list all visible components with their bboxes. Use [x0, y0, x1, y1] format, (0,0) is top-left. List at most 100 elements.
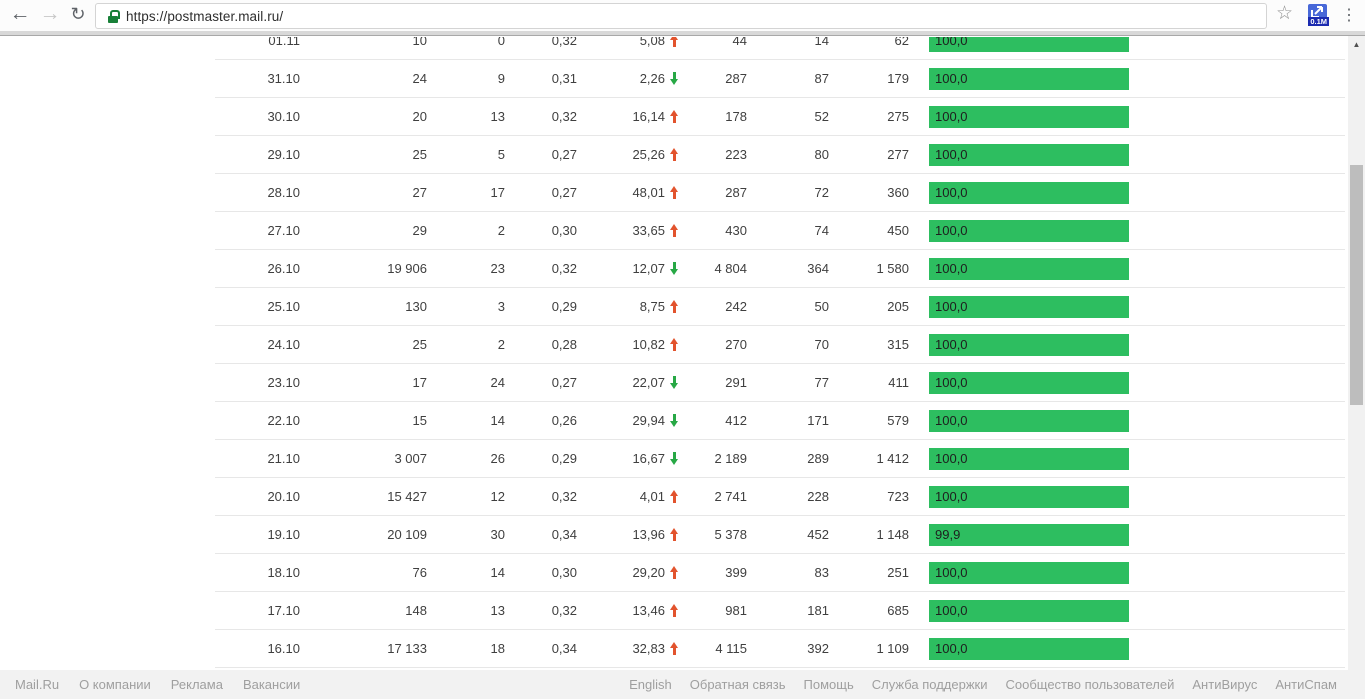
date-cell: 30.10 — [267, 109, 300, 124]
quality-bar: 100,0 — [929, 181, 1129, 204]
extension-icon[interactable] — [1308, 4, 1327, 20]
value-cell: 0,32 — [551, 261, 577, 276]
scroll-up-icon[interactable]: ▲ — [1352, 40, 1361, 49]
vertical-scrollbar[interactable]: ▲ ▼ — [1348, 36, 1365, 699]
date-cell: 28.10 — [267, 185, 300, 200]
trend-up-icon — [670, 224, 679, 237]
value-cell: 70 — [814, 337, 829, 352]
value-cell: 0,34 — [551, 641, 577, 656]
scrollbar-thumb[interactable] — [1350, 165, 1363, 405]
footer-link[interactable]: АнтиСпам — [1275, 677, 1337, 692]
value-cell: 0,31 — [551, 71, 577, 86]
value-cell: 392 — [807, 641, 829, 656]
extension-badge[interactable]: 0.1M — [1308, 17, 1329, 26]
quality-bar: 100,0 — [929, 295, 1129, 318]
trend-cell: 12,07 — [577, 261, 679, 276]
browser-menu-icon[interactable]: ⋮ — [1341, 7, 1357, 24]
value-cell: 228 — [807, 489, 829, 504]
footer-link[interactable]: АнтиВирус — [1192, 677, 1258, 692]
trend-value: 13,46 — [632, 603, 665, 618]
value-cell: 0,30 — [551, 223, 577, 238]
value-cell: 5 378 — [714, 527, 747, 542]
bar-cell: 100,0 — [909, 371, 1345, 394]
value-cell: 364 — [807, 261, 829, 276]
value-cell: 20 — [412, 109, 427, 124]
value-cell: 0,27 — [551, 375, 577, 390]
value-cell: 76 — [412, 565, 427, 580]
value-cell: 74 — [814, 223, 829, 238]
value-cell: 17 — [412, 375, 427, 390]
footer-link[interactable]: Помощь — [803, 677, 854, 692]
quality-bar: 99,9 — [929, 523, 1129, 546]
value-cell: 77 — [814, 375, 829, 390]
value-cell: 80 — [814, 147, 829, 162]
value-cell: 24 — [412, 71, 427, 86]
date-cell: 19.10 — [267, 527, 300, 542]
value-cell: 0,32 — [551, 603, 577, 618]
url-text[interactable]: https://postmaster.mail.ru/ — [126, 8, 284, 24]
trend-down-icon — [670, 72, 679, 85]
bar-cell: 100,0 — [909, 333, 1345, 356]
trend-cell: 29,20 — [577, 565, 679, 580]
footer-link[interactable]: Служба поддержки — [871, 677, 988, 692]
footer-right-links: English Обратная связь Помощь Служба поддер… — [629, 670, 1337, 699]
back-button[interactable]: ← — [9, 2, 31, 25]
value-cell: 27 — [412, 185, 427, 200]
value-cell: 0,29 — [551, 299, 577, 314]
footer-link[interactable]: Обратная связь — [689, 677, 786, 692]
footer-link[interactable]: Реклама — [170, 677, 223, 692]
footer-link[interactable]: Mail.Ru — [15, 677, 60, 692]
bookmark-star-icon[interactable]: ☆ — [1275, 3, 1293, 24]
trend-value: 16,67 — [632, 451, 665, 466]
address-bar[interactable]: https://postmaster.mail.ru/ — [95, 3, 1267, 29]
reload-button[interactable]: ↻ — [70, 4, 86, 24]
trend-cell: 48,01 — [577, 185, 679, 200]
table-row: 26.10 19 906 23 0,32 12,07 4 804 364 1 580 100,0 — [215, 250, 1345, 288]
bar-cell: 100,0 — [909, 561, 1345, 584]
trend-value: 29,20 — [632, 565, 665, 580]
date-cell: 31.10 — [267, 71, 300, 86]
value-cell: 2 189 — [714, 451, 747, 466]
forward-button[interactable]: → — [39, 2, 61, 25]
value-cell: 13 — [490, 109, 505, 124]
table-row: 27.10 29 2 0,30 33,65 430 74 450 100,0 — [215, 212, 1345, 250]
value-cell: 14 — [490, 565, 505, 580]
value-cell: 72 — [814, 185, 829, 200]
date-cell: 29.10 — [267, 147, 300, 162]
value-cell: 0,28 — [551, 337, 577, 352]
value-cell: 0,30 — [551, 565, 577, 580]
trend-up-icon — [670, 148, 679, 161]
date-cell: 24.10 — [267, 337, 300, 352]
quality-bar: 100,0 — [929, 143, 1129, 166]
trend-cell: 33,65 — [577, 223, 679, 238]
footer-link[interactable]: О компании — [79, 677, 151, 692]
value-cell: 450 — [887, 223, 909, 238]
trend-up-icon — [670, 604, 679, 617]
value-cell: 723 — [887, 489, 909, 504]
quality-bar: 100,0 — [929, 409, 1129, 432]
value-cell: 2 — [497, 337, 505, 352]
footer-link[interactable]: English — [629, 677, 672, 692]
trend-cell: 2,26 — [577, 71, 679, 86]
footer-link[interactable]: Сообщество пользователей — [1005, 677, 1175, 692]
trend-cell: 16,67 — [577, 451, 679, 466]
page-footer: Mail.Ru О компании Реклама Вакансии English… — [0, 670, 1365, 699]
trend-value: 29,94 — [632, 413, 665, 428]
value-cell: 981 — [725, 603, 747, 618]
footer-link[interactable]: Вакансии — [242, 677, 301, 692]
quality-bar: 100,0 — [929, 637, 1129, 660]
value-cell: 277 — [887, 147, 909, 162]
value-cell: 15 — [412, 413, 427, 428]
date-cell: 26.10 — [267, 261, 300, 276]
value-cell: 1 580 — [876, 261, 909, 276]
value-cell: 399 — [725, 565, 747, 580]
quality-bar: 100,0 — [929, 447, 1129, 470]
value-cell: 412 — [725, 413, 747, 428]
trend-cell: 13,46 — [577, 603, 679, 618]
trend-up-icon — [670, 37, 679, 47]
value-cell: 0,32 — [551, 109, 577, 124]
value-cell: 685 — [887, 603, 909, 618]
https-lock-icon — [108, 9, 120, 23]
value-cell: 18 — [490, 641, 505, 656]
table-row: 21.10 3 007 26 0,29 16,67 2 189 289 1 412 100,0 — [215, 440, 1345, 478]
